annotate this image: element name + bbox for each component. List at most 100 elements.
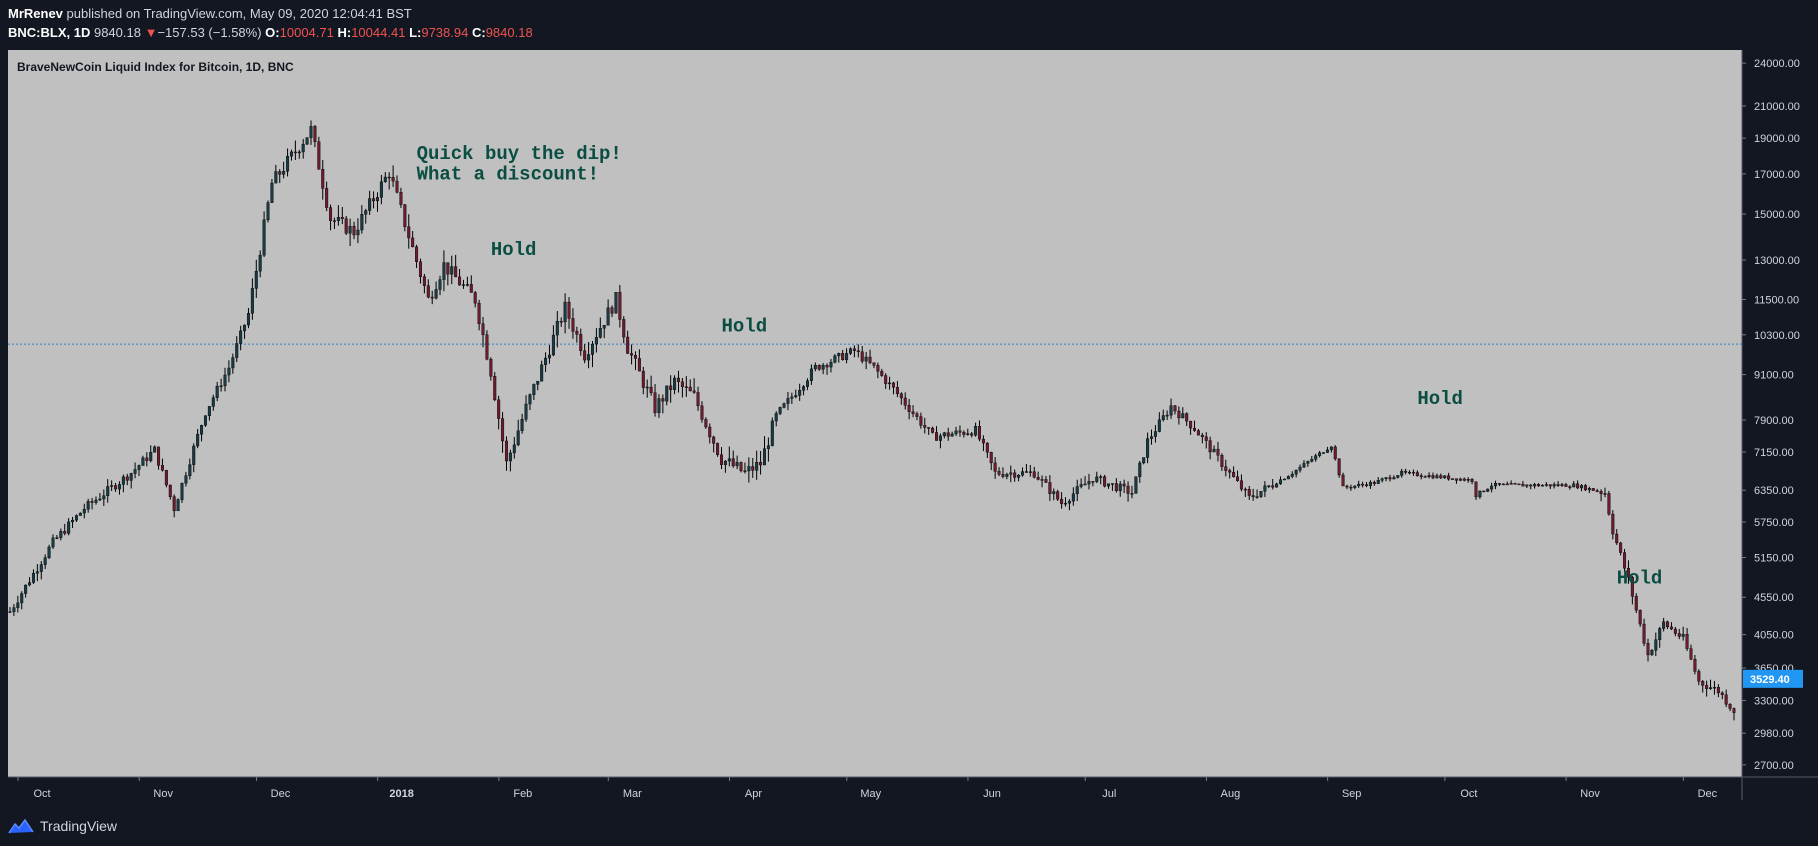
candle-body[interactable] — [1103, 476, 1107, 487]
candle-body[interactable] — [192, 445, 196, 465]
candle-body[interactable] — [501, 418, 505, 442]
candle-body[interactable] — [297, 151, 301, 154]
candle-body[interactable] — [1196, 430, 1200, 436]
candle-body[interactable] — [289, 151, 293, 157]
candle-body[interactable] — [1599, 491, 1603, 495]
candle-body[interactable] — [583, 350, 587, 361]
candle-body[interactable] — [164, 470, 168, 486]
candle-body[interactable] — [1236, 476, 1240, 481]
candle-body[interactable] — [1712, 687, 1716, 689]
candle-body[interactable] — [923, 425, 927, 428]
candle-body[interactable] — [157, 446, 161, 466]
candle-body[interactable] — [364, 210, 368, 215]
candle-body[interactable] — [559, 321, 563, 323]
candle-body[interactable] — [954, 430, 958, 435]
candle-body[interactable] — [1517, 483, 1521, 486]
candle-body[interactable] — [145, 457, 149, 461]
candle-body[interactable] — [958, 430, 962, 433]
candle-body[interactable] — [1036, 477, 1040, 480]
candle-body[interactable] — [1607, 493, 1611, 515]
candle-body[interactable] — [1509, 483, 1513, 485]
candle-body[interactable] — [1247, 489, 1251, 496]
candle-body[interactable] — [379, 181, 383, 198]
candle-body[interactable] — [872, 362, 876, 366]
candle-body[interactable] — [719, 454, 723, 465]
candle-body[interactable] — [895, 387, 899, 394]
candle-body[interactable] — [1724, 694, 1728, 705]
candle-body[interactable] — [1204, 436, 1208, 441]
candle-body[interactable] — [200, 425, 204, 435]
candle-body[interactable] — [590, 343, 594, 355]
candle-body[interactable] — [227, 367, 231, 376]
candle-body[interactable] — [766, 445, 770, 449]
candle-body[interactable] — [1419, 475, 1423, 477]
candle-body[interactable] — [1611, 513, 1615, 535]
candle-body[interactable] — [1478, 490, 1482, 498]
candle-body[interactable] — [1732, 708, 1736, 713]
chart-annotation[interactable]: Hold — [491, 239, 537, 261]
candle-body[interactable] — [567, 301, 571, 319]
candle-body[interactable] — [223, 374, 227, 387]
candle-body[interactable] — [430, 296, 434, 299]
candle-body[interactable] — [106, 486, 110, 496]
candle-body[interactable] — [1134, 476, 1138, 494]
candle-body[interactable] — [133, 469, 137, 474]
candle-body[interactable] — [614, 292, 618, 314]
candle-body[interactable] — [438, 279, 442, 290]
candle-body[interactable] — [1138, 462, 1142, 477]
candle-body[interactable] — [856, 350, 860, 353]
candle-body[interactable] — [1169, 405, 1173, 416]
candle-body[interactable] — [1662, 621, 1666, 629]
candle-body[interactable] — [1431, 475, 1435, 479]
candle-body[interactable] — [1322, 452, 1326, 454]
candle-body[interactable] — [1224, 466, 1228, 471]
candle-body[interactable] — [1697, 671, 1701, 682]
candle-body[interactable] — [1337, 458, 1341, 476]
candle-body[interactable] — [254, 270, 258, 289]
candle-body[interactable] — [391, 177, 395, 182]
candle-body[interactable] — [235, 343, 239, 358]
candle-body[interactable] — [1595, 490, 1599, 492]
candle-body[interactable] — [1458, 478, 1462, 481]
candle-body[interactable] — [1560, 484, 1564, 486]
candle-body[interactable] — [892, 382, 896, 388]
candle-body[interactable] — [1146, 438, 1150, 458]
candle-body[interactable] — [1118, 483, 1122, 492]
candle-body[interactable] — [915, 413, 919, 417]
candle-body[interactable] — [684, 386, 688, 388]
candle-body[interactable] — [1666, 621, 1670, 628]
candle-body[interactable] — [399, 192, 403, 205]
candle-body[interactable] — [829, 361, 833, 368]
candle-body[interactable] — [215, 385, 219, 398]
candle-body[interactable] — [1716, 687, 1720, 694]
candle-body[interactable] — [1200, 434, 1204, 437]
candle-body[interactable] — [739, 462, 743, 472]
candle-body[interactable] — [1028, 471, 1032, 473]
candle-body[interactable] — [1075, 486, 1079, 494]
candle-body[interactable] — [481, 323, 485, 335]
candle-body[interactable] — [1099, 476, 1103, 478]
candle-body[interactable] — [712, 436, 716, 444]
candle-body[interactable] — [1228, 470, 1232, 473]
candle-body[interactable] — [1067, 500, 1071, 504]
candle-body[interactable] — [176, 499, 180, 512]
candle-body[interactable] — [1153, 431, 1157, 437]
candle-body[interactable] — [250, 288, 254, 314]
candle-body[interactable] — [1368, 481, 1372, 487]
candle-body[interactable] — [1451, 478, 1455, 480]
candle-body[interactable] — [172, 496, 176, 512]
candle-body[interactable] — [1349, 486, 1353, 489]
candle-body[interactable] — [755, 462, 759, 471]
candle-body[interactable] — [1497, 483, 1501, 485]
candle-body[interactable] — [927, 427, 931, 429]
candle-body[interactable] — [1060, 498, 1064, 504]
candle-body[interactable] — [1021, 471, 1025, 476]
candle-body[interactable] — [680, 381, 684, 387]
candle-body[interactable] — [825, 364, 829, 368]
candle-body[interactable] — [1079, 484, 1083, 487]
candle-body[interactable] — [802, 386, 806, 391]
candle-body[interactable] — [1251, 495, 1255, 498]
candle-body[interactable] — [778, 407, 782, 414]
candle-body[interactable] — [1634, 596, 1638, 611]
candle-body[interactable] — [1470, 479, 1474, 482]
